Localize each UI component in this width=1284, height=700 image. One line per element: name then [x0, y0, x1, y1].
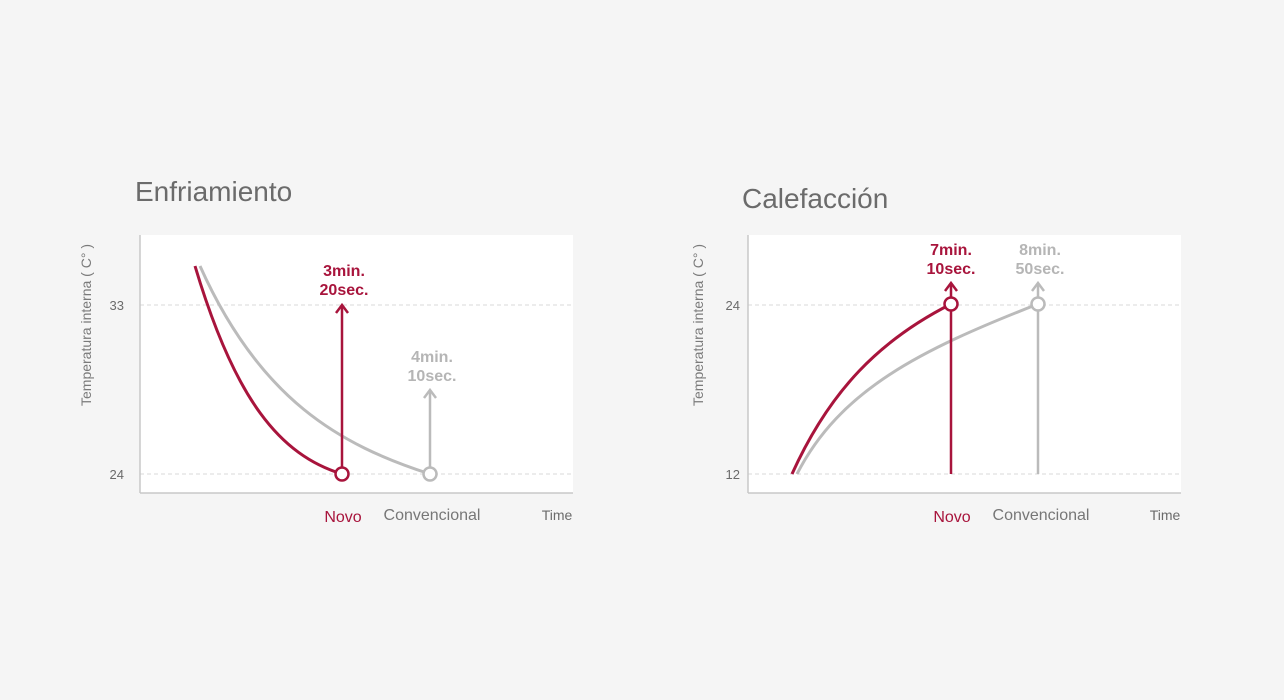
cooling-novo-curve	[193, 265, 343, 476]
cooling-conventional-point	[422, 466, 438, 482]
cooling-novo-label: Novo	[324, 509, 361, 526]
cooling-conventional-label: Convencional	[384, 507, 481, 524]
heating-y-axis-label: Temperatura interna ( C° )	[690, 244, 706, 406]
heating-conventional-label: Convencional	[993, 507, 1090, 524]
heating-plot-area	[748, 235, 1181, 493]
heating-conventional-time-line2: 50sec.	[1016, 261, 1065, 278]
cooling-y-axis-label: Temperatura interna ( C° )	[78, 244, 94, 406]
heating-chart: 24 12 Temperatura interna ( C° ) Time 7m…	[690, 235, 1181, 526]
cooling-novo-point	[334, 466, 350, 482]
heating-conventional-point	[1030, 296, 1046, 312]
heating-chart-title: Calefacción	[742, 183, 889, 214]
heating-ytick-high: 24	[726, 298, 740, 313]
cooling-novo-arrowhead	[335, 302, 349, 314]
cooling-novo-time-line2: 20sec.	[320, 282, 369, 299]
heating-novo-arrowhead	[944, 280, 958, 292]
cooling-ytick-high: 33	[110, 298, 124, 313]
heating-novo-curve	[790, 302, 952, 475]
cooling-chart: 33 24 Temperatura interna ( C° ) Time 3m…	[78, 235, 573, 526]
heating-conventional-arrowhead	[1031, 280, 1045, 292]
heating-novo-time-line1: 7min.	[930, 242, 972, 259]
cooling-ytick-low: 24	[110, 467, 124, 482]
heating-novo-label: Novo	[933, 509, 970, 526]
cooling-conventional-arrowhead	[423, 387, 437, 399]
heating-novo-time-line2: 10sec.	[927, 261, 976, 278]
cooling-novo-time-line1: 3min.	[323, 263, 365, 280]
cooling-conventional-time-line2: 10sec.	[408, 368, 457, 385]
heating-conventional-time-line1: 8min.	[1019, 242, 1061, 259]
cooling-conventional-time-line1: 4min.	[411, 349, 453, 366]
cooling-plot-area	[140, 235, 573, 493]
cooling-conventional-curve	[198, 265, 431, 476]
heating-novo-point	[943, 296, 959, 312]
heating-conventional-curve	[795, 302, 1039, 475]
cooling-x-axis-label: Time	[542, 507, 573, 523]
cooling-chart-title: Enfriamiento	[135, 176, 293, 207]
heating-x-axis-label: Time	[1150, 507, 1181, 523]
heating-ytick-low: 12	[726, 467, 740, 482]
